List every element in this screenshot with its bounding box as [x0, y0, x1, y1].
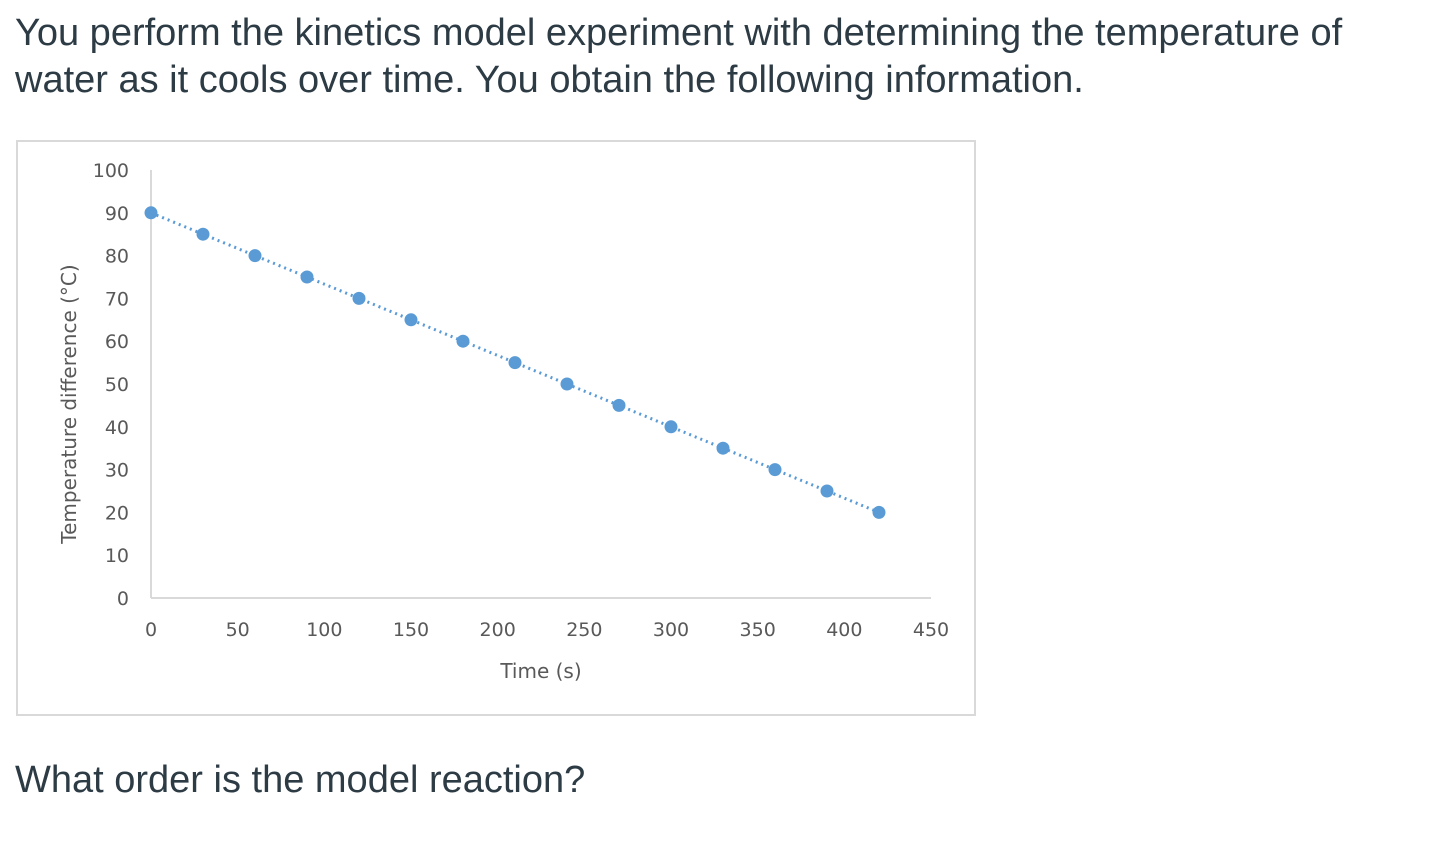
y-tick-label: 20: [105, 502, 129, 524]
x-tick-label: 250: [566, 619, 602, 641]
data-point: [664, 420, 678, 434]
chart-data-points: [144, 206, 886, 519]
data-point: [404, 313, 418, 327]
y-tick-label: 90: [105, 203, 129, 225]
x-tick-label: 350: [740, 619, 776, 641]
y-axis-title: Temperature difference (°C): [57, 264, 81, 544]
x-tick-label: 450: [913, 619, 949, 641]
data-point: [768, 463, 782, 477]
y-tick-label: 0: [117, 588, 129, 610]
chart-tick-labels: 0 10 20 30 40 50 60 70 80 90 100 0 50 100 150 200 250 300…: [93, 160, 949, 641]
data-point: [716, 441, 730, 455]
data-point: [872, 505, 886, 519]
data-point: [352, 291, 366, 305]
y-tick-label: 50: [105, 374, 129, 396]
data-point: [560, 377, 574, 391]
y-tick-label: 30: [105, 460, 129, 482]
y-tick-label: 10: [105, 545, 129, 567]
y-tick-label: 70: [105, 288, 129, 310]
x-tick-label: 400: [826, 619, 862, 641]
y-tick-label: 60: [105, 331, 129, 353]
y-tick-label: 80: [105, 246, 129, 268]
chart-axes: [150, 170, 931, 599]
data-point: [820, 484, 834, 498]
x-tick-label: 150: [393, 619, 429, 641]
data-point: [300, 270, 314, 284]
y-tick-label: 100: [93, 160, 129, 182]
problem-intro-text: You perform the kinetics model experimen…: [15, 12, 1343, 101]
x-tick-label: 0: [145, 619, 157, 641]
question-text: What order is the model reaction?: [15, 759, 586, 801]
data-point: [196, 227, 210, 241]
data-point: [508, 356, 522, 370]
data-point: [248, 249, 262, 263]
x-tick-label: 50: [226, 619, 250, 641]
x-tick-label: 300: [653, 619, 689, 641]
data-point: [456, 334, 470, 348]
y-tick-label: 40: [105, 417, 129, 439]
x-tick-label: 200: [480, 619, 516, 641]
scatter-chart: 0 10 20 30 40 50 60 70 80 90 100 0 50 100 150 200 250 300…: [57, 160, 949, 683]
data-point: [144, 206, 158, 220]
x-tick-label: 100: [306, 619, 342, 641]
x-axis-title: Time (s): [499, 659, 581, 683]
chart-frame: 0 10 20 30 40 50 60 70 80 90 100 0 50 100 150 200 250 300…: [16, 140, 976, 716]
data-point: [612, 398, 626, 412]
